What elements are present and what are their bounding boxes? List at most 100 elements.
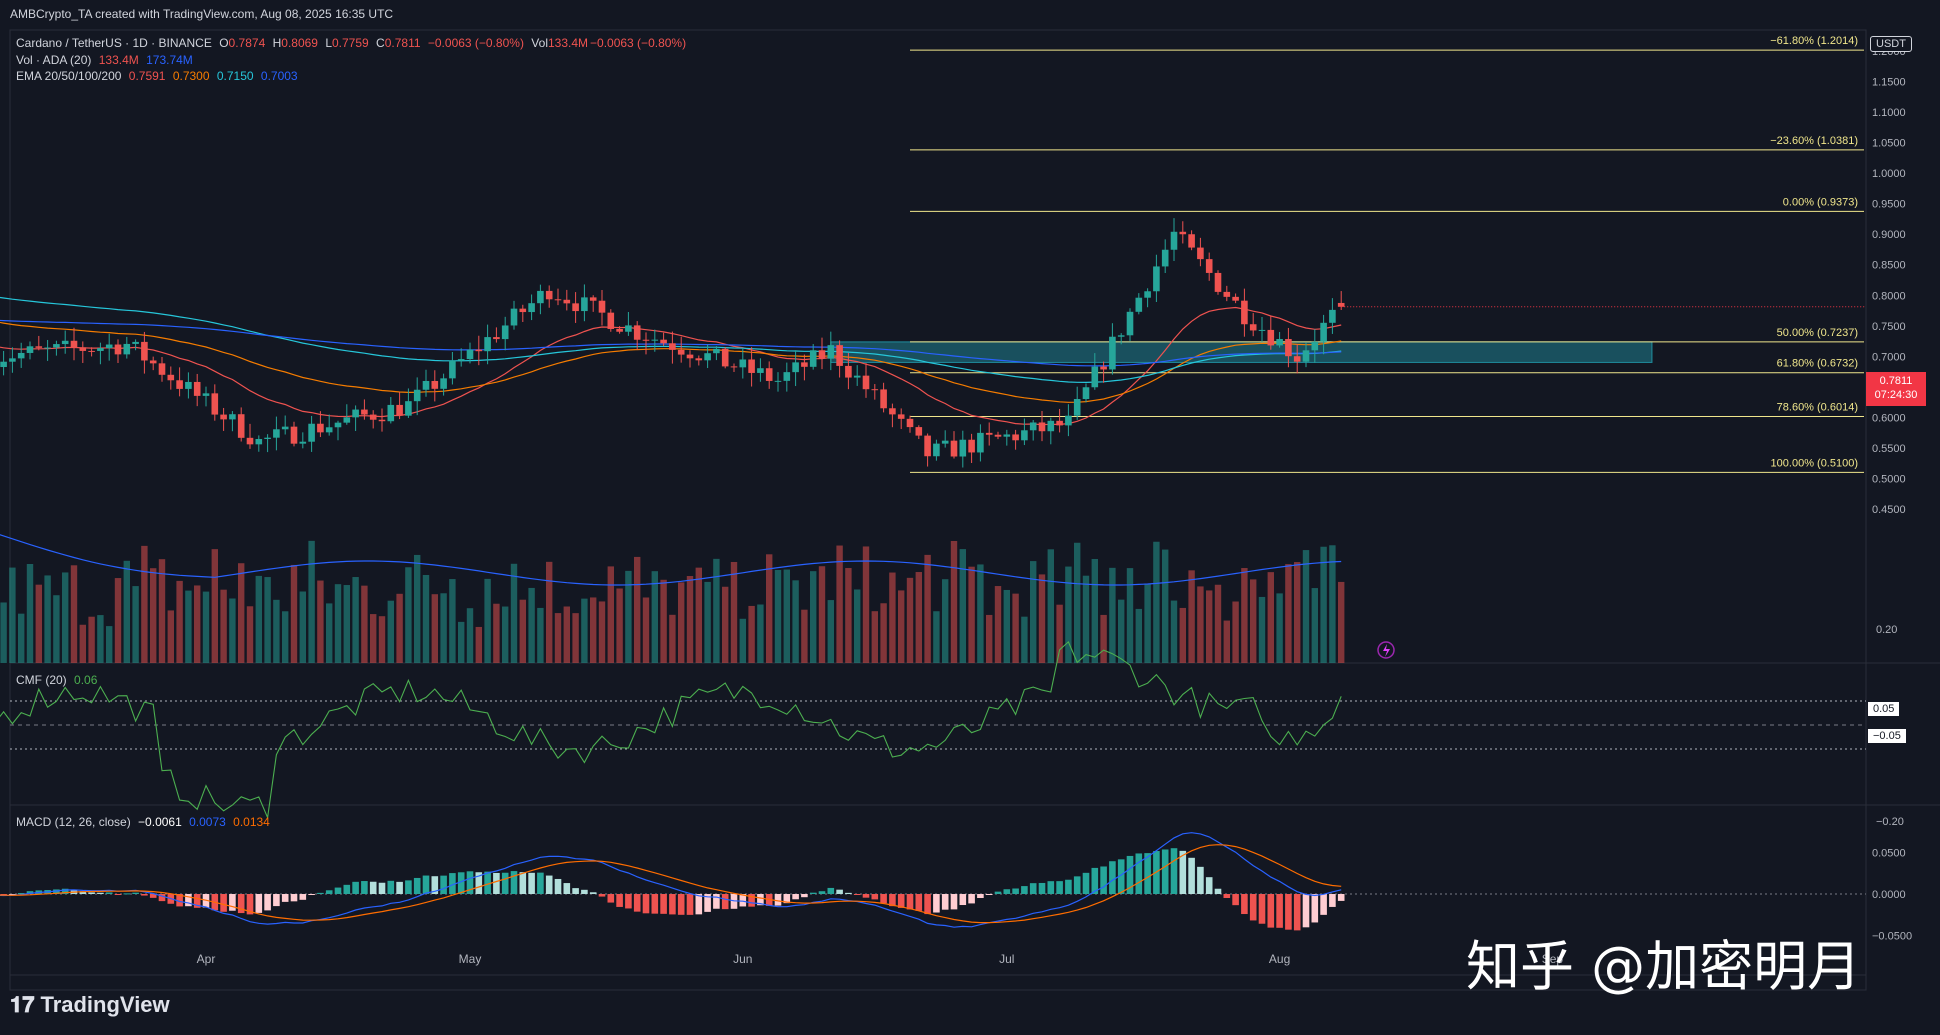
macd-histogram-bar	[589, 892, 597, 894]
price-tick-label: 0.9000	[1872, 229, 1906, 241]
candle-body	[801, 362, 808, 367]
volume-bar	[1170, 600, 1178, 663]
candle-body	[1205, 259, 1213, 273]
candle-body	[906, 418, 914, 428]
macd-histogram-bar	[484, 871, 491, 894]
volume-bar	[915, 572, 922, 663]
candle-body	[818, 350, 826, 359]
volume-bar	[924, 554, 931, 663]
macd-histogram-bar	[924, 894, 931, 915]
candle-body	[669, 343, 676, 350]
volume-bar	[660, 579, 667, 663]
volume-bar	[651, 571, 658, 663]
cmf-legend: CMF (20) 0.06	[16, 673, 98, 687]
tradingview-logo[interactable]: 𝟏𝟕 TradingView	[10, 992, 170, 1017]
macd-histogram-bar	[792, 894, 799, 900]
volume-bar	[1135, 608, 1142, 663]
price-tick-label: 0.8000	[1872, 290, 1906, 302]
macd-histogram-bar	[669, 894, 676, 915]
candle-body	[220, 414, 227, 420]
macd-histogram-bar	[176, 894, 183, 907]
time-tick-label: Jun	[733, 952, 752, 966]
volume-bar	[1003, 589, 1010, 663]
symbol-title[interactable]: Cardano / TetherUS · 1D · BINANCE	[16, 36, 212, 50]
candle-body	[968, 439, 975, 453]
candle-body	[123, 343, 131, 355]
candle-body	[440, 378, 447, 389]
candle-body	[1188, 234, 1195, 248]
macd-histogram-bar	[185, 894, 192, 907]
macd-histogram-bar	[264, 894, 271, 911]
volume-bar	[906, 577, 914, 663]
volume-bar	[836, 545, 843, 663]
candle-body	[413, 389, 421, 402]
candle-body	[1241, 300, 1248, 325]
candle-body	[1073, 399, 1081, 416]
volume-bar	[730, 561, 738, 663]
candle-body	[871, 389, 879, 391]
volume-bar	[1056, 604, 1063, 663]
volume-bar	[211, 549, 218, 663]
volume-bar	[1144, 583, 1151, 663]
volume-bar	[150, 568, 157, 663]
currency-label[interactable]: USDT	[1870, 36, 1912, 52]
candle-body	[211, 393, 219, 415]
volume-bar	[950, 540, 958, 663]
fib-label: 50.00% (0.7237)	[1777, 327, 1858, 339]
volume-bar	[880, 603, 887, 663]
volume-bar	[766, 554, 773, 663]
macd-histogram-bar	[1056, 881, 1063, 894]
volume-bar	[783, 569, 790, 663]
price-tick-label: 0.5500	[1872, 443, 1906, 455]
macd-histogram-bar	[1320, 894, 1327, 915]
macd-histogram-bar	[1109, 861, 1116, 894]
macd-histogram-bar	[915, 894, 923, 911]
macd-histogram-bar	[317, 892, 324, 894]
volume-bar	[343, 585, 350, 663]
volume-ma-line	[0, 534, 1342, 586]
price-tick-label: 0.7500	[1872, 321, 1906, 333]
candle-body	[1311, 341, 1319, 351]
volume-bar	[510, 563, 518, 663]
macd-histogram-bar	[1258, 894, 1266, 924]
macd-histogram-bar	[730, 894, 738, 909]
candle-body	[1170, 231, 1178, 250]
volume-bar	[581, 598, 588, 663]
chart-canvas[interactable]: −61.80% (1.2014) −23.60% (1.0381) 0.00% (0…	[0, 28, 1940, 1035]
volume-bar	[625, 570, 632, 663]
macd-histogram-bar	[475, 872, 483, 894]
macd-histogram-bar	[1293, 894, 1301, 931]
macd-histogram-bar	[1029, 883, 1037, 894]
macd-histogram-bar	[633, 894, 641, 912]
candle-body	[713, 348, 720, 354]
price-tick-label: 0.5000	[1872, 473, 1906, 485]
candle-body	[616, 328, 623, 332]
macd-histogram-bar	[1267, 894, 1275, 928]
price-tick-label: 0.9500	[1872, 199, 1906, 211]
candle-body	[589, 297, 597, 301]
macd-histogram-bar	[774, 894, 782, 906]
ohlc-legend: Cardano / TetherUS · 1D · BINANCE O0.787…	[16, 36, 687, 50]
candle-body	[475, 349, 483, 352]
candle-body	[836, 345, 843, 366]
volume-bar	[757, 604, 764, 663]
macd-histogram-bar	[431, 876, 439, 894]
ema50-line	[0, 321, 1342, 403]
volume-bar	[959, 549, 966, 663]
macd-histogram-bar	[721, 894, 729, 910]
volume-bar	[713, 558, 720, 663]
macd-histogram-bar	[413, 877, 421, 894]
tv-logo-icon: 𝟏𝟕	[10, 992, 35, 1017]
volume-bar	[449, 579, 456, 663]
volume-bar	[273, 599, 280, 663]
lightning-icon[interactable]	[1377, 641, 1395, 659]
candle-body	[1091, 366, 1099, 388]
volume-bar	[194, 585, 201, 663]
macd-histogram-bar	[141, 894, 148, 896]
macd-histogram-bar	[598, 894, 606, 897]
macd-histogram-bar	[1329, 894, 1336, 907]
candle-body	[449, 360, 456, 379]
volume-bar	[466, 608, 474, 663]
macd-histogram-bar	[378, 882, 386, 894]
last-price-badge: 0.7811 07:24:30	[1866, 372, 1926, 406]
